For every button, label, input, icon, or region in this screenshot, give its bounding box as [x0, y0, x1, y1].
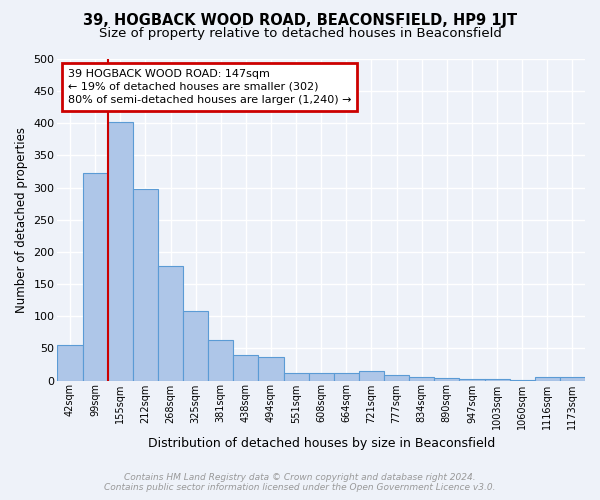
Bar — [284, 373, 308, 380]
Bar — [334, 373, 359, 380]
Bar — [535, 378, 560, 380]
Text: Contains HM Land Registry data © Crown copyright and database right 2024.
Contai: Contains HM Land Registry data © Crown c… — [104, 473, 496, 492]
Y-axis label: Number of detached properties: Number of detached properties — [15, 127, 28, 313]
Bar — [208, 340, 233, 380]
Bar — [434, 378, 460, 380]
Bar — [158, 266, 183, 380]
Text: Size of property relative to detached houses in Beaconsfield: Size of property relative to detached ho… — [98, 28, 502, 40]
X-axis label: Distribution of detached houses by size in Beaconsfield: Distribution of detached houses by size … — [148, 437, 495, 450]
Bar — [58, 345, 83, 380]
Bar — [359, 371, 384, 380]
Bar — [308, 374, 334, 380]
Bar — [233, 355, 259, 380]
Bar — [409, 376, 434, 380]
Bar — [83, 174, 108, 380]
Bar — [259, 356, 284, 380]
Bar — [460, 378, 485, 380]
Bar — [183, 311, 208, 380]
Bar — [485, 379, 509, 380]
Text: 39 HOGBACK WOOD ROAD: 147sqm
← 19% of detached houses are smaller (302)
80% of s: 39 HOGBACK WOOD ROAD: 147sqm ← 19% of de… — [68, 68, 352, 105]
Bar — [384, 374, 409, 380]
Bar — [108, 122, 133, 380]
Bar — [133, 189, 158, 380]
Bar — [560, 376, 585, 380]
Text: 39, HOGBACK WOOD ROAD, BEACONSFIELD, HP9 1JT: 39, HOGBACK WOOD ROAD, BEACONSFIELD, HP9… — [83, 12, 517, 28]
